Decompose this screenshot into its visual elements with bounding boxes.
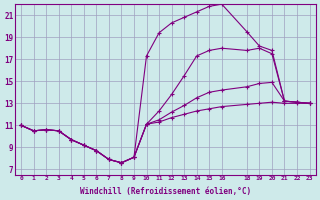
X-axis label: Windchill (Refroidissement éolien,°C): Windchill (Refroidissement éolien,°C) [80,187,251,196]
